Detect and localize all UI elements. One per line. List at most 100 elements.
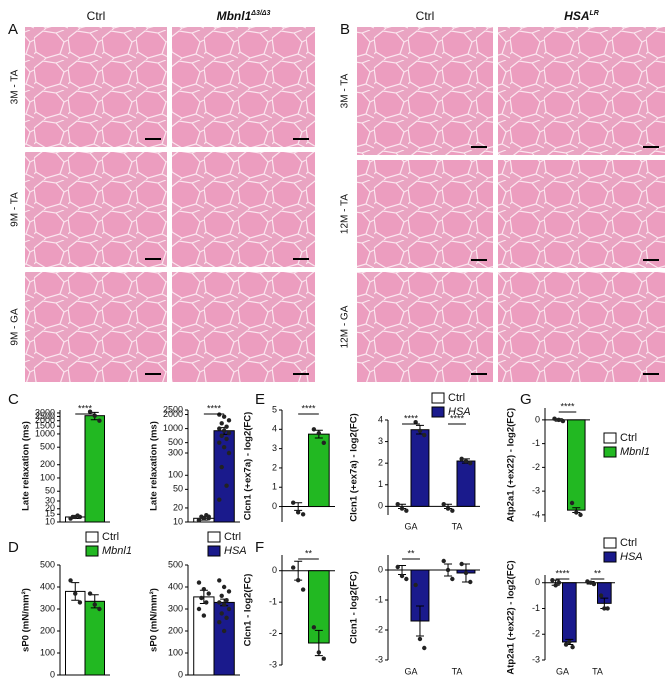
y-tick-label: 0: [378, 564, 383, 574]
data-point: [413, 582, 418, 588]
data-point: [552, 416, 557, 421]
y-tick-label: 1500: [35, 421, 55, 431]
data-point: [570, 644, 575, 650]
y-tick-label: 4: [272, 424, 277, 434]
y-tick-label: 10: [45, 516, 55, 526]
y-tick-label: -1: [375, 594, 383, 604]
legend-label: HSA: [224, 545, 247, 557]
y-tick-label: 2: [272, 462, 277, 472]
y-tick-label: 4: [378, 414, 383, 424]
y-tick-label: 100: [40, 647, 55, 657]
data-point: [445, 506, 451, 511]
row-label: 12M - TA: [340, 194, 351, 235]
data-point: [598, 593, 604, 598]
y-tick-label: 2000: [163, 409, 183, 419]
data-point: [468, 579, 473, 585]
data-point: [224, 436, 229, 442]
data-point: [422, 645, 427, 651]
data-point: [226, 418, 232, 423]
y-axis-label: Atp2a1 (+ex22) - log2(FC): [506, 560, 517, 674]
data-point: [219, 421, 224, 426]
y-tick-label: 0: [535, 577, 540, 587]
legend-swatch: [207, 531, 221, 543]
significance-label: **: [594, 568, 602, 578]
data-point: [92, 413, 97, 418]
histology-image: [498, 160, 665, 268]
data-point: [413, 419, 418, 425]
data-point: [201, 587, 207, 592]
data-point: [395, 502, 400, 507]
panel-label: A: [8, 21, 18, 38]
data-point: [300, 587, 306, 592]
histology-image: [172, 152, 315, 267]
data-point: [196, 580, 202, 585]
data-point: [221, 584, 227, 590]
data-point: [399, 573, 405, 579]
panel-label: B: [340, 21, 350, 38]
y-axis-label: Late relaxation (ms): [21, 421, 32, 511]
row-label: 9M - GA: [10, 308, 21, 346]
data-point: [219, 464, 224, 470]
row-label: 3M - TA: [10, 69, 21, 104]
y-tick-label: -2: [532, 462, 540, 472]
y-tick-label: 20: [173, 502, 183, 512]
error-bar: [415, 605, 424, 637]
data-point: [221, 444, 227, 450]
data-point: [221, 414, 227, 419]
data-point: [204, 600, 209, 605]
y-tick-label: 2: [378, 458, 383, 468]
y-tick-label: -1: [532, 438, 540, 448]
y-tick-label: 0: [178, 669, 183, 679]
legend-swatch: [603, 432, 617, 444]
data-point: [221, 602, 227, 607]
y-tick-label: 50: [173, 484, 183, 494]
histology-image: [172, 272, 315, 382]
legend-label: Mbnl1: [102, 545, 132, 557]
y-tick-label: 3: [272, 443, 277, 453]
bar: [410, 429, 430, 507]
y-tick-label: 100: [40, 472, 55, 482]
y-tick-label: -4: [532, 509, 540, 519]
data-point: [567, 639, 572, 645]
y-tick-label: 3000: [35, 407, 55, 417]
legend-swatch: [603, 537, 617, 549]
legend-label: Ctrl: [448, 392, 465, 404]
y-tick-label: 2500: [35, 411, 55, 421]
y-tick-label: 500: [168, 437, 183, 447]
data-point: [311, 427, 317, 432]
data-point: [556, 580, 562, 585]
histology-image: [357, 272, 493, 382]
y-tick-label: 300: [168, 447, 183, 457]
column-superscript: LR: [590, 10, 599, 17]
data-point: [563, 642, 569, 647]
data-point: [316, 430, 322, 436]
significance-label: ****: [78, 403, 93, 413]
column-name: Ctrl: [87, 9, 106, 23]
data-point: [97, 418, 102, 423]
y-tick-label: 100: [168, 470, 183, 480]
y-axis-label: sP0 (mN/mm²): [21, 588, 32, 652]
data-point: [224, 615, 229, 620]
bar: [213, 601, 235, 676]
bar: [308, 433, 330, 508]
histology-image: [25, 272, 167, 382]
y-tick-label: 200: [40, 625, 55, 635]
data-point: [224, 483, 229, 488]
y-tick-label: 300: [40, 603, 55, 613]
data-point: [591, 581, 597, 587]
data-point: [73, 591, 78, 596]
data-point: [395, 564, 400, 570]
data-point: [196, 606, 202, 612]
bar: [456, 460, 476, 507]
significance-label: ****: [555, 568, 570, 578]
column-header: Ctrl: [87, 9, 106, 23]
y-tick-label: 50: [45, 486, 55, 496]
legend-label: Ctrl: [102, 531, 119, 543]
column-name: HSA: [564, 9, 589, 23]
legend-label: Ctrl: [620, 432, 637, 444]
y-tick-label: 2000: [35, 415, 55, 425]
y-tick-label: 500: [40, 559, 55, 569]
bar: [84, 600, 105, 676]
data-point: [321, 440, 326, 446]
